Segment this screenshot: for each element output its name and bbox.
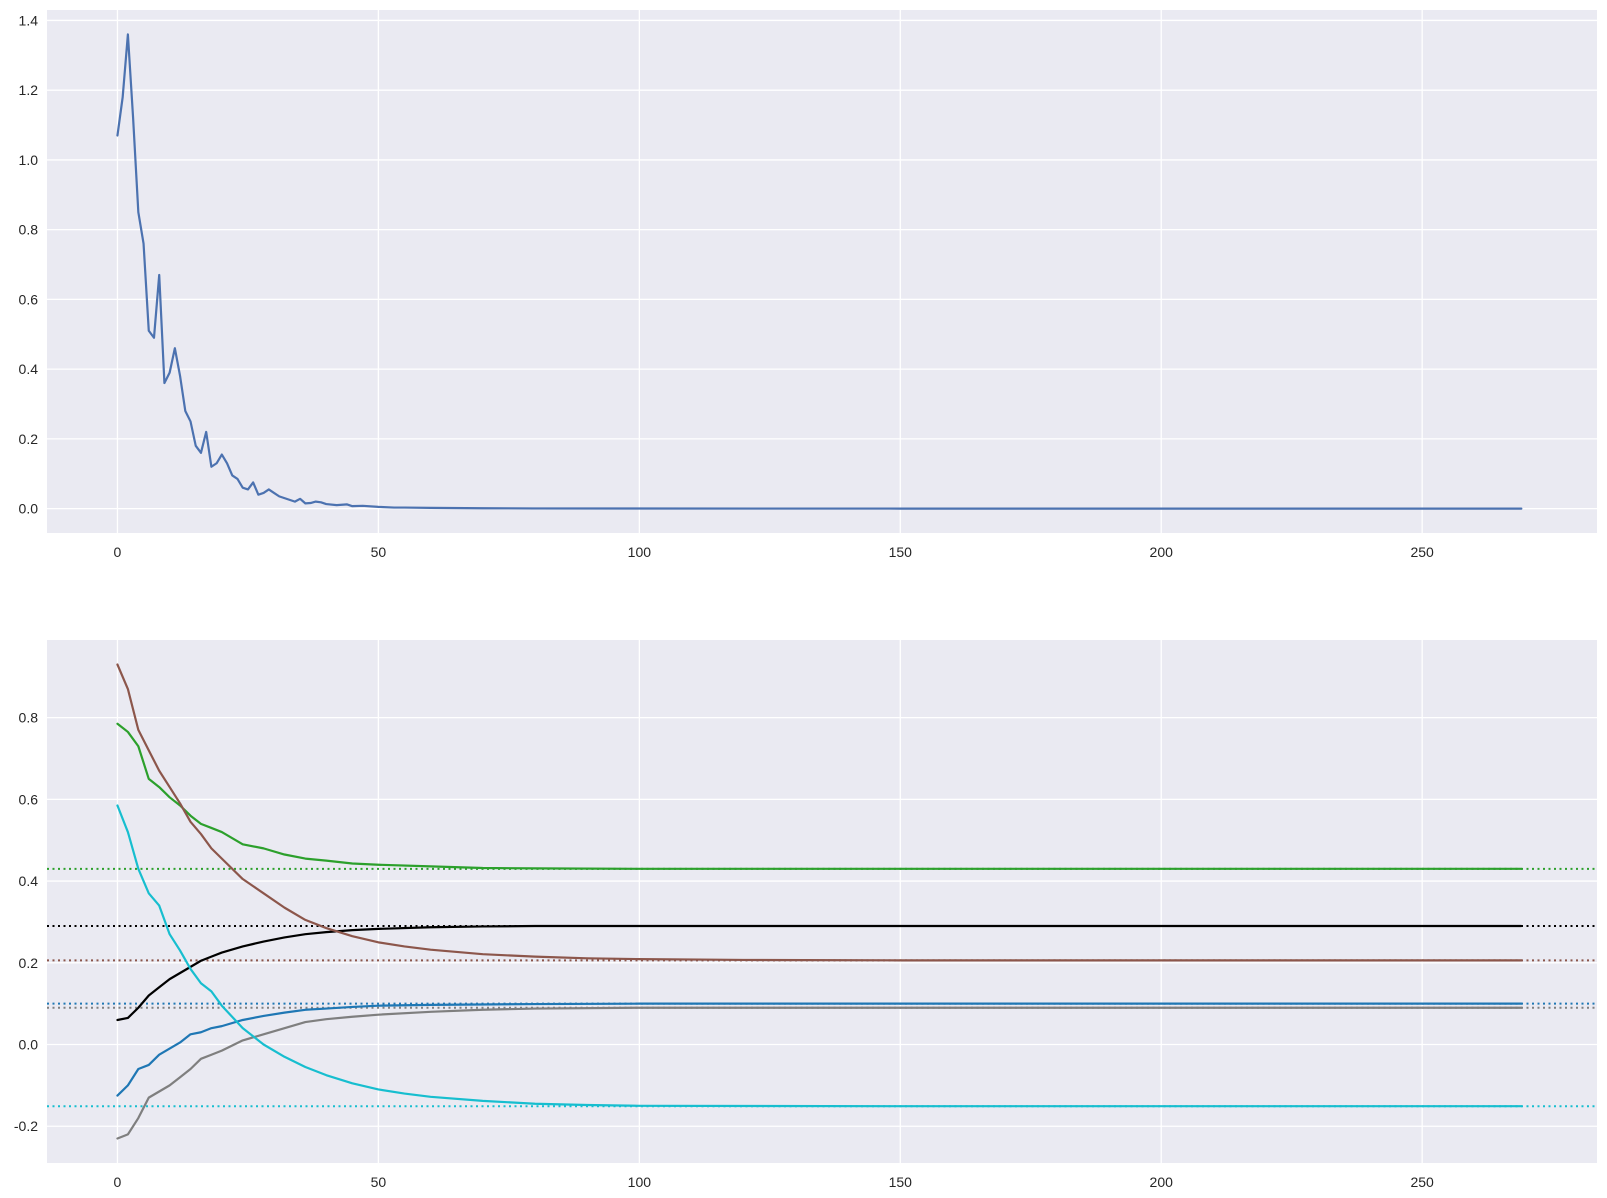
series-line-1 (116, 924, 1523, 1022)
x-tick-label: 50 (371, 544, 387, 560)
y-tick-label: 0.4 (19, 873, 39, 889)
loss-chart: 0 50 100 150 200 250 0.0 0.2 0.4 0.6 0.8 1.0 1.2 1.4 (19, 10, 1597, 560)
x-tick-label: 150 (889, 544, 913, 560)
x-tick-label: 200 (1150, 1174, 1174, 1190)
x-tick-label: 0 (114, 1174, 122, 1190)
y-tick-label: -0.2 (14, 1118, 38, 1134)
x-tick-label: 200 (1150, 544, 1174, 560)
y-tick-label: 1.4 (19, 12, 39, 28)
y-tick-label: 0.6 (19, 291, 39, 307)
plot-area (47, 640, 1597, 1163)
y-tick-label: 0.8 (19, 222, 39, 238)
y-tick-label: 0.8 (19, 710, 39, 726)
series-line-3 (116, 1002, 1523, 1097)
y-tick-label: 0.2 (19, 431, 39, 447)
plot-series (47, 663, 1597, 1140)
x-tick-label: 50 (371, 1174, 387, 1190)
y-tick-label: 0.2 (19, 955, 39, 971)
series-line-0 (116, 33, 1523, 510)
y-tick-label: 0.4 (19, 361, 39, 377)
x-tick-label: 250 (1410, 1174, 1434, 1190)
plot-area (47, 10, 1597, 533)
series-line-0 (116, 722, 1523, 870)
y-tick-label: 0.6 (19, 791, 39, 807)
x-tick-label: 150 (889, 1174, 913, 1190)
x-tick-label: 100 (628, 1174, 652, 1190)
convergence-chart: 0 50 100 150 200 250 -0.2 0.0 0.2 0.4 0.6 0.8 (14, 640, 1597, 1190)
x-tick-label: 0 (114, 544, 122, 560)
y-tick-label: 1.0 (19, 152, 39, 168)
series-line-4 (116, 1006, 1523, 1140)
y-tick-label: 1.2 (19, 82, 39, 98)
y-tick-label: 0.0 (19, 1037, 39, 1053)
x-tick-label: 250 (1410, 544, 1434, 560)
series-line-5 (116, 804, 1523, 1108)
x-tick-label: 100 (628, 544, 652, 560)
series-line-2 (116, 663, 1523, 962)
y-tick-label: 0.0 (19, 501, 39, 517)
plot-series (116, 33, 1523, 510)
